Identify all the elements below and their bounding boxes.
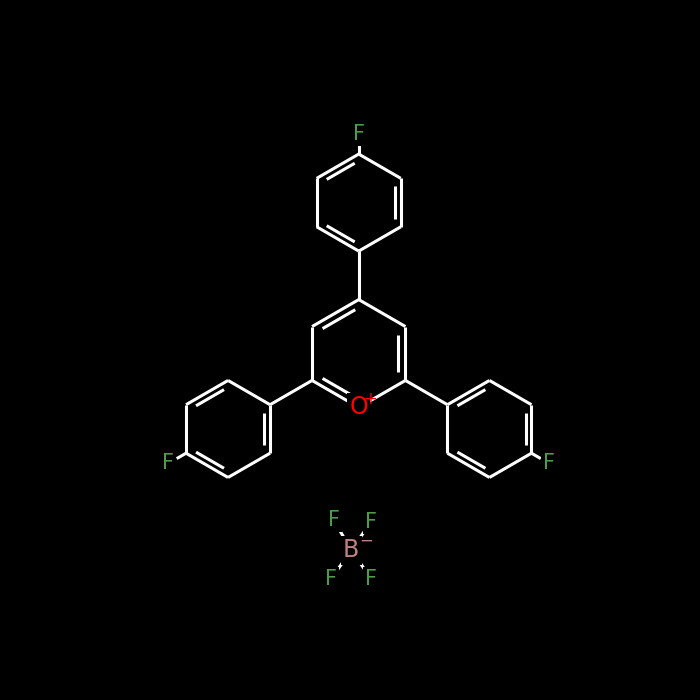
Text: F: F bbox=[353, 124, 365, 144]
Text: F: F bbox=[162, 454, 174, 473]
Text: F: F bbox=[365, 512, 377, 531]
Text: F: F bbox=[325, 569, 337, 589]
Text: B: B bbox=[343, 538, 359, 562]
Text: F: F bbox=[543, 454, 555, 473]
Text: −: − bbox=[359, 531, 373, 550]
Text: +: + bbox=[364, 390, 377, 408]
Text: F: F bbox=[328, 510, 340, 530]
Text: O: O bbox=[349, 395, 368, 419]
Text: F: F bbox=[365, 569, 377, 589]
